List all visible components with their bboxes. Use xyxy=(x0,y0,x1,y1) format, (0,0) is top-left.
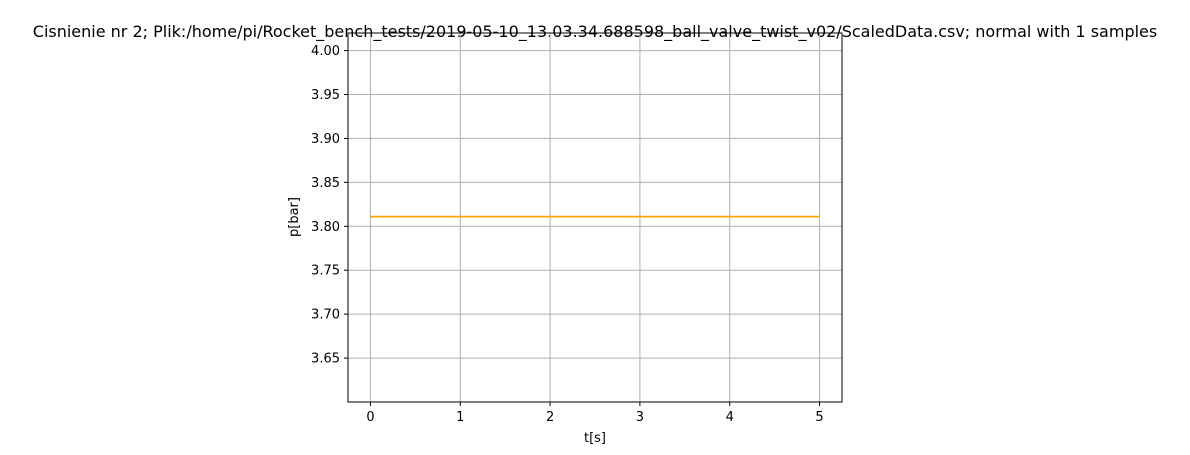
x-tick-label: 3 xyxy=(636,410,644,425)
y-tick-label: 3.90 xyxy=(311,132,340,147)
y-tick-label: 3.65 xyxy=(311,352,340,367)
x-tick-label: 4 xyxy=(726,410,734,425)
y-tick-label: 3.85 xyxy=(311,176,340,191)
x-axis-label: t[s] xyxy=(584,431,606,446)
y-axis-label: p[bar] xyxy=(287,197,302,237)
y-tick-label: 3.75 xyxy=(311,264,340,279)
x-tick-label: 5 xyxy=(815,410,823,425)
y-axis-ticks: 3.65 3.70 3.75 3.80 3.85 3.90 3.95 4.00 xyxy=(311,44,348,367)
x-axis-ticks: 0 1 2 3 4 5 xyxy=(366,402,824,425)
y-tick-label: 3.80 xyxy=(311,220,340,235)
plot-frame xyxy=(347,32,843,403)
y-tick-label: 4.00 xyxy=(311,44,340,59)
x-tick-label: 1 xyxy=(456,410,464,425)
x-tick-label: 0 xyxy=(366,410,374,425)
y-tick-label: 3.70 xyxy=(311,308,340,323)
y-tick-label: 3.95 xyxy=(311,88,340,103)
chart-title: Cisnienie nr 2; Plik:/home/pi/Rocket_ben… xyxy=(33,22,1157,42)
x-tick-label: 2 xyxy=(546,410,554,425)
